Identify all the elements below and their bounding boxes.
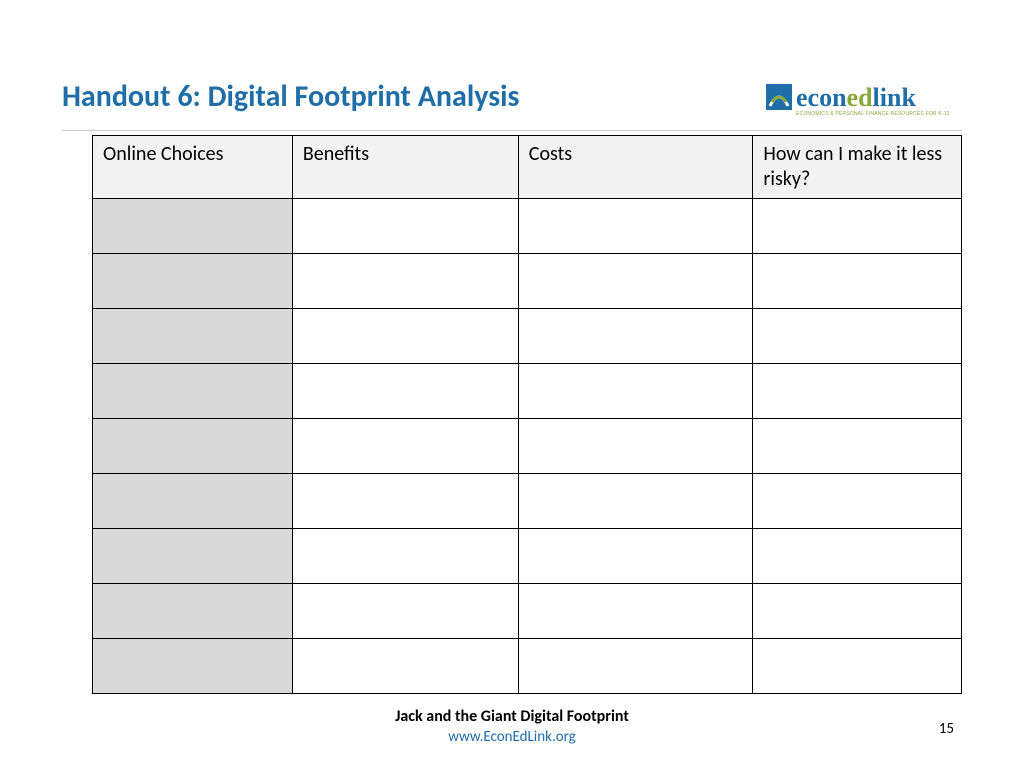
table-row — [93, 254, 962, 309]
cell — [93, 474, 293, 529]
table-header-row: Online Choices Benefits Costs How can I … — [93, 136, 962, 199]
cell — [753, 419, 962, 474]
table-container: Online Choices Benefits Costs How can I … — [0, 135, 1024, 694]
table-row — [93, 364, 962, 419]
econedlink-logo: econedlink ECONOMICS & PERSONAL FINANCE … — [766, 82, 962, 122]
footer-title: Jack and the Giant Digital Footprint — [0, 707, 1024, 726]
cell — [518, 419, 753, 474]
cell — [518, 309, 753, 364]
cell — [753, 529, 962, 584]
table-row — [93, 419, 962, 474]
cell — [292, 364, 518, 419]
cell — [292, 199, 518, 254]
cell — [93, 584, 293, 639]
cell — [753, 584, 962, 639]
cell — [93, 639, 293, 694]
cell — [753, 309, 962, 364]
cell — [753, 254, 962, 309]
slide-page: Handout 6: Digital Footprint Analysis ec… — [0, 0, 1024, 768]
table-row — [93, 584, 962, 639]
cell — [93, 199, 293, 254]
cell — [753, 199, 962, 254]
table-row — [93, 639, 962, 694]
footer-link[interactable]: www.EconEdLink.org — [0, 728, 1024, 746]
table-body — [93, 199, 962, 694]
cell — [292, 584, 518, 639]
cell — [292, 529, 518, 584]
cell — [292, 474, 518, 529]
cell — [518, 584, 753, 639]
col-header-online-choices: Online Choices — [93, 136, 293, 199]
footprint-table: Online Choices Benefits Costs How can I … — [92, 135, 962, 694]
col-header-benefits: Benefits — [292, 136, 518, 199]
cell — [518, 639, 753, 694]
cell — [518, 529, 753, 584]
cell — [93, 254, 293, 309]
footer: Jack and the Giant Digital Footprint www… — [0, 707, 1024, 746]
header: Handout 6: Digital Footprint Analysis ec… — [0, 0, 1024, 130]
cell — [753, 639, 962, 694]
cell — [93, 364, 293, 419]
cell — [292, 419, 518, 474]
col-header-less-risky: How can I make it less risky? — [753, 136, 962, 199]
col-header-costs: Costs — [518, 136, 753, 199]
cell — [292, 639, 518, 694]
page-title: Handout 6: Digital Footprint Analysis — [62, 78, 520, 115]
cell — [518, 199, 753, 254]
cell — [93, 309, 293, 364]
cell — [292, 254, 518, 309]
cell — [753, 364, 962, 419]
cell — [518, 364, 753, 419]
cell — [518, 474, 753, 529]
cell — [292, 309, 518, 364]
page-number: 15 — [939, 720, 954, 738]
header-rule — [62, 130, 962, 131]
cell — [753, 474, 962, 529]
cell — [518, 254, 753, 309]
table-row — [93, 474, 962, 529]
table-row — [93, 309, 962, 364]
svg-text:ECONOMICS & PERSONAL FINANCE R: ECONOMICS & PERSONAL FINANCE RESOURCES F… — [796, 111, 950, 117]
cell — [93, 419, 293, 474]
svg-text:econedlink: econedlink — [796, 83, 916, 112]
table-row — [93, 199, 962, 254]
cell — [93, 529, 293, 584]
logo-svg: econedlink ECONOMICS & PERSONAL FINANCE … — [766, 82, 962, 122]
table-row — [93, 529, 962, 584]
